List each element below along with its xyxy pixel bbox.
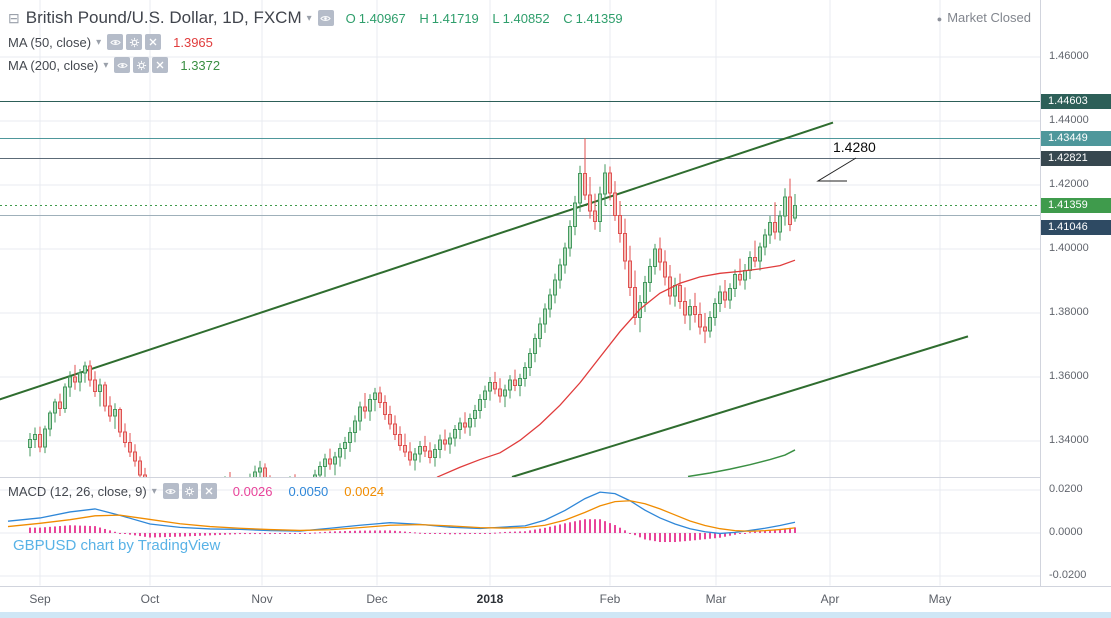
ma50-label: MA (50, close) — [8, 34, 92, 50]
ma50-row: MA (50, close) ▾ 1.3965 — [8, 31, 633, 53]
eye-icon — [117, 62, 128, 68]
price-tick-label: 1.40000 — [1049, 242, 1089, 254]
chevron-down-icon[interactable]: ▾ — [103, 59, 109, 71]
trendlines — [0, 121, 969, 478]
chevron-down-icon[interactable]: ▾ — [151, 485, 157, 497]
price-annotation[interactable]: 1.4280 — [833, 139, 876, 155]
ma50-settings-button[interactable] — [126, 34, 143, 50]
legend: ⊟ British Pound/U.S. Dollar, 1D, FXCM ▾ … — [8, 6, 633, 76]
market-status: ● Market Closed — [937, 10, 1031, 25]
close-icon — [156, 61, 164, 69]
time-tick-label: Oct — [140, 592, 160, 606]
macd-remove-button[interactable] — [200, 483, 217, 499]
macd-pane — [7, 491, 796, 543]
time-tick-label: Dec — [366, 592, 388, 606]
time-tick-label: Feb — [599, 592, 621, 606]
market-status-text: Market Closed — [947, 10, 1031, 25]
macd-main-value: 0.0050 — [288, 483, 329, 499]
hide-symbol-button[interactable] — [317, 10, 334, 26]
time-axis[interactable]: Sep Oct Nov Dec 2018 Feb Mar Apr May — [0, 586, 1111, 613]
eye-icon — [109, 39, 121, 45]
symbol-title[interactable]: British Pound/U.S. Dollar, 1D, FXCM — [25, 8, 302, 27]
price-tick-label: 1.36000 — [1049, 370, 1089, 382]
candles — [27, 138, 798, 478]
time-tick-label: Nov — [251, 592, 273, 606]
price-level-badge: 1.43449 — [1041, 131, 1111, 147]
price-tick-label: 1.46000 — [1049, 50, 1089, 62]
ma200-remove-button[interactable] — [152, 57, 169, 73]
time-tick-label: 2018 — [476, 592, 504, 606]
chevron-down-icon[interactable]: ▾ — [306, 12, 312, 24]
price-level-badge: 1.41046 — [1041, 220, 1111, 236]
last-price-badge: 1.41359 — [1041, 198, 1111, 213]
price-tick-label: 1.42000 — [1049, 178, 1089, 190]
gear-icon — [185, 486, 195, 496]
time-tick-label: Mar — [705, 592, 727, 606]
moving-averages — [436, 259, 796, 478]
gear-icon — [136, 60, 146, 70]
gear-icon — [129, 37, 139, 47]
ohlc-readout: O 1.40967 H 1.41719 L 1.40852 C 1.41359 — [346, 11, 633, 26]
macd-signal-value: 0.0024 — [344, 483, 385, 499]
price-tick-label: 1.44000 — [1049, 114, 1089, 126]
annotation-pointer — [816, 157, 857, 182]
open-label: O — [345, 10, 356, 26]
ma50-remove-button[interactable] — [145, 34, 162, 50]
macd-tick-label: -0.0200 — [1049, 569, 1087, 581]
close-value: 1.41359 — [575, 10, 623, 26]
price-tick-label: 1.38000 — [1049, 306, 1089, 318]
ma200-row: MA (200, close) ▾ 1.3372 — [8, 54, 633, 76]
level-lines — [0, 101, 1040, 217]
price-level-badge: 1.44603 — [1041, 94, 1111, 110]
low-value: 1.40852 — [502, 10, 550, 26]
chart-canvas[interactable] — [0, 0, 1040, 586]
chevron-down-icon[interactable]: ▾ — [96, 36, 102, 48]
open-value: 1.40967 — [358, 10, 406, 26]
ma50-hide-button[interactable] — [107, 34, 124, 50]
bottom-strip — [0, 612, 1111, 618]
status-dot-icon: ● — [936, 14, 943, 24]
close-icon — [149, 38, 157, 46]
macd-label: MACD (12, 26, close, 9) — [8, 483, 147, 499]
macd-tick-label: 0.0200 — [1049, 483, 1083, 495]
ma200-settings-button[interactable] — [133, 57, 150, 73]
macd-tick-label: 0.0000 — [1049, 526, 1083, 538]
price-axis[interactable]: 1.46000 1.44000 1.42000 1.40000 1.38000 1.360… — [1040, 0, 1111, 612]
eye-icon — [165, 488, 176, 494]
low-label: L — [492, 10, 500, 26]
macd-hist-value: 0.0026 — [232, 483, 273, 499]
high-value: 1.41719 — [431, 10, 479, 26]
price-level-badge: 1.42821 — [1041, 151, 1111, 167]
ma200-label: MA (200, close) — [8, 57, 99, 73]
tradingview-watermark-link[interactable]: GBPUSD chart by TradingView — [13, 537, 221, 554]
eye-icon — [320, 15, 331, 21]
time-tick-label: Apr — [820, 592, 840, 606]
close-label: C — [563, 10, 573, 26]
macd-legend-row: MACD (12, 26, close, 9) ▾ 0.0026 0.0050 … — [8, 481, 384, 501]
collapse-legend-icon[interactable]: ⊟ — [8, 9, 20, 26]
symbol-row: ⊟ British Pound/U.S. Dollar, 1D, FXCM ▾ … — [8, 6, 633, 30]
ma200-value: 1.3372 — [180, 57, 221, 73]
high-label: H — [419, 10, 429, 26]
macd-settings-button[interactable] — [181, 483, 198, 499]
time-tick-label: Sep — [29, 592, 51, 606]
close-icon — [205, 487, 213, 495]
ma50-value: 1.3965 — [173, 34, 213, 50]
ma200-hide-button[interactable] — [114, 57, 131, 73]
time-tick-label: May — [928, 592, 952, 606]
macd-hide-button[interactable] — [162, 483, 179, 499]
price-tick-label: 1.34000 — [1049, 434, 1089, 446]
